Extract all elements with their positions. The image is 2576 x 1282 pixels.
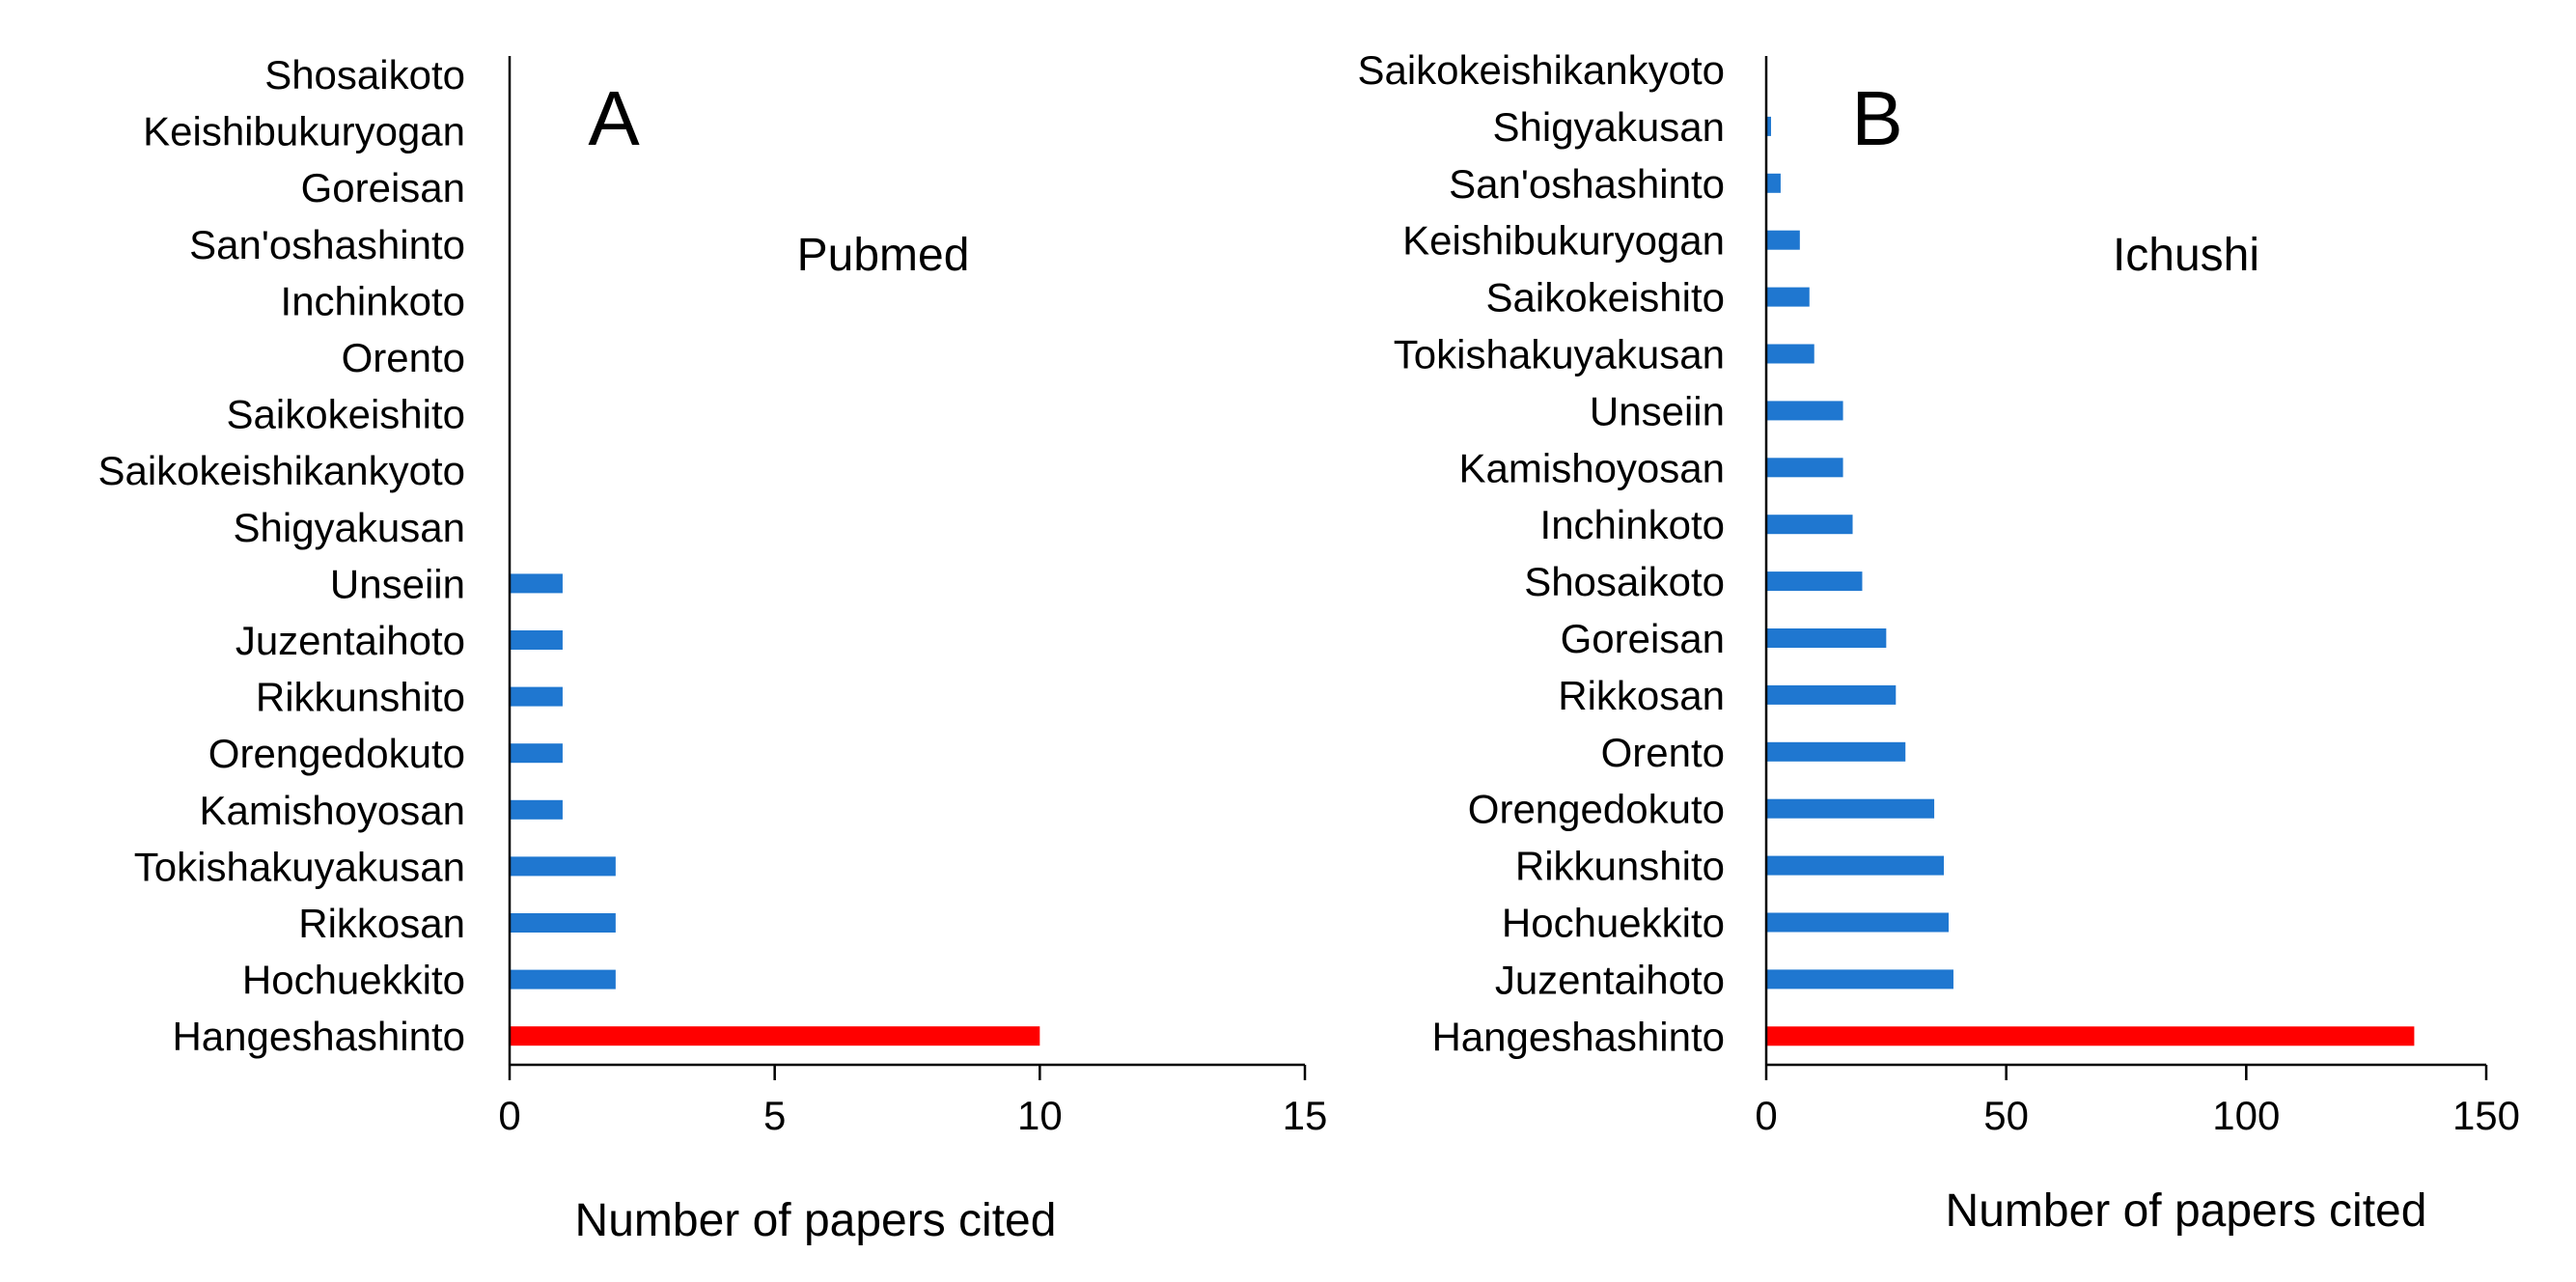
- panel-a-x-tick-label-4: 15: [1283, 1093, 1328, 1138]
- panel-b-bar-13: [1766, 741, 1906, 762]
- panel-b-bar-12: [1766, 684, 1897, 705]
- panel-b-category-label-7: Unseiin: [1590, 388, 1725, 433]
- panel-a-category-label-15: Tokishakuyakusan: [134, 844, 465, 889]
- panel-b-category-label-4: Keishibukuryogan: [1402, 218, 1725, 264]
- panel-a-bar-14: [510, 799, 563, 820]
- panel-b-bar-10: [1766, 571, 1863, 592]
- panel-a-x-axis-title: Number of papers cited: [575, 1195, 1057, 1246]
- panel-b-category-label-9: Inchinkoto: [1540, 502, 1725, 547]
- panel-a-category-label-8: Saikokeishikankyoto: [97, 448, 465, 493]
- panel-b-bar-9: [1766, 515, 1853, 535]
- panel-b-bar-8: [1766, 458, 1843, 478]
- panel-a-letter: A: [588, 75, 640, 161]
- panel-b-letter: B: [1851, 75, 1902, 161]
- panel-b-category-label-14: Orengedokuto: [1468, 787, 1725, 832]
- panel-b-category-label-10: Shosaikoto: [1524, 559, 1725, 604]
- panel-b-bar-16: [1766, 912, 1949, 933]
- panel-a-category-label-5: Inchinkoto: [281, 278, 465, 323]
- panel-b-bar-14: [1766, 798, 1935, 819]
- panel-a-x-tick-label-3: 10: [1017, 1093, 1063, 1138]
- panel-a-category-label-16: Rikkosan: [298, 901, 465, 946]
- panel-a-category-label-7: Saikokeishito: [227, 392, 465, 437]
- panel-a-category-label-18: Hangeshashinto: [172, 1014, 465, 1059]
- panel-a-category-label-11: Juzentaihoto: [235, 618, 465, 663]
- panel-b-bar-17: [1766, 969, 1953, 989]
- panel-a-category-label-12: Rikkunshito: [256, 675, 465, 720]
- panel-b-category-label-2: Shigyakusan: [1493, 104, 1726, 150]
- panel-b-bar-7: [1766, 401, 1843, 421]
- panel-b-category-label-18: Hangeshashinto: [1431, 1014, 1725, 1059]
- panel-b-bar-5: [1766, 287, 1810, 307]
- panel-b-category-label-13: Orento: [1601, 730, 1725, 775]
- panel-a-category-label-2: Keishibukuryogan: [143, 109, 465, 154]
- panel-a-bar-17: [510, 969, 616, 989]
- panel-a-x-tick-label-1: 0: [498, 1093, 520, 1138]
- panel-a-category-label-13: Orengedokuto: [208, 731, 465, 776]
- panel-b-category-label-12: Rikkosan: [1558, 673, 1725, 718]
- panel-a-category-label-14: Kamishoyosan: [200, 788, 465, 833]
- panel-a-category-label-3: Goreisan: [301, 165, 465, 210]
- panel-a-category-label-1: Shosaikoto: [264, 52, 465, 98]
- panel-b-bar-15: [1766, 855, 1945, 876]
- panel-a-database-label: Pubmed: [797, 230, 970, 281]
- panel-b-bar-6: [1766, 344, 1814, 364]
- panel-a-category-label-9: Shigyakusan: [234, 505, 466, 550]
- panel-a-bar-16: [510, 913, 616, 933]
- panel-b-bar-4: [1766, 230, 1800, 250]
- panel-b-bar-18: [1766, 1026, 2415, 1046]
- panel-a-x-tick-label-2: 5: [763, 1093, 786, 1138]
- panel-a-bar-12: [510, 686, 563, 707]
- panel-b-x-axis-title: Number of papers cited: [1946, 1185, 2427, 1237]
- panel-b-database-label: Ichushi: [2113, 230, 2259, 281]
- panel-b-category-label-1: Saikokeishikankyoto: [1357, 47, 1725, 93]
- panel-a-bar-15: [510, 856, 616, 877]
- panel-a-category-label-4: San'oshashinto: [189, 222, 465, 267]
- panel-b-category-label-17: Juzentaihoto: [1495, 957, 1725, 1002]
- panel-a-category-label-6: Orento: [342, 335, 465, 380]
- panel-b-category-label-8: Kamishoyosan: [1459, 445, 1725, 490]
- panel-b-bar-2: [1766, 116, 1771, 136]
- panel-b-x-tick-label-3: 100: [2212, 1093, 2280, 1138]
- panel-a: A Pubmed Number of papers cited Shosaiko…: [97, 52, 1327, 1246]
- panel-b-category-label-6: Tokishakuyakusan: [1394, 332, 1725, 377]
- panel-b-x-tick-label-1: 0: [1755, 1093, 1777, 1138]
- panel-b-category-label-16: Hochuekkito: [1502, 901, 1725, 946]
- panel-b-bar-11: [1766, 628, 1887, 648]
- panel-b: B Ichushi Number of papers cited Saikoke…: [1357, 47, 2520, 1237]
- panel-a-bar-11: [510, 630, 563, 650]
- panel-b-category-label-15: Rikkunshito: [1515, 844, 1725, 889]
- panel-a-category-label-10: Unseiin: [330, 561, 465, 606]
- panel-a-category-label-17: Hochuekkito: [242, 958, 465, 1003]
- panel-b-category-label-11: Goreisan: [1561, 616, 1725, 661]
- panel-a-bar-18: [510, 1026, 1040, 1046]
- panel-b-bar-3: [1766, 173, 1781, 193]
- panel-a-bar-10: [510, 573, 563, 594]
- panel-b-category-label-3: San'oshashinto: [1449, 161, 1725, 207]
- panel-b-x-tick-label-2: 50: [1983, 1093, 2029, 1138]
- panel-b-x-tick-label-4: 150: [2452, 1093, 2520, 1138]
- panel-b-category-label-5: Saikokeishito: [1486, 275, 1725, 320]
- panel-a-bar-13: [510, 743, 563, 764]
